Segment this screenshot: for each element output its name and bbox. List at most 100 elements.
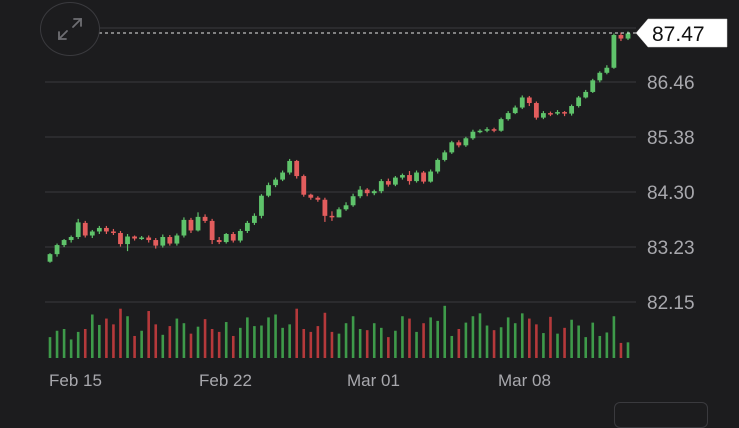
candle — [590, 78, 596, 93]
candle — [477, 129, 483, 134]
candle — [583, 89, 589, 99]
volume-bar — [351, 316, 355, 358]
timeframe-selector[interactable] — [614, 402, 708, 428]
volume-bar — [309, 331, 313, 358]
candle-body — [463, 138, 469, 146]
candle — [47, 253, 53, 263]
candle-body — [435, 159, 441, 172]
volume-bar — [210, 329, 214, 358]
candle — [82, 220, 88, 238]
candle — [442, 150, 448, 162]
candle — [484, 127, 490, 133]
candle — [287, 158, 293, 175]
volume-bar — [415, 331, 418, 358]
candle-body — [47, 254, 53, 262]
price-chart[interactable]: 86.46 85.38 84.30 83.23 82.15 Feb 15 Feb… — [0, 0, 739, 415]
candle-body — [611, 35, 617, 68]
candle-body — [442, 152, 448, 160]
candle-body — [301, 176, 307, 195]
candle-body — [125, 236, 130, 245]
candle-body — [111, 231, 116, 233]
candle-body — [273, 179, 278, 186]
candle-body — [378, 181, 384, 192]
candle — [526, 95, 532, 107]
volume-bar — [133, 335, 136, 358]
volume-bar — [577, 325, 580, 358]
candle-body — [548, 113, 553, 115]
candle-body — [223, 233, 229, 243]
candle — [68, 235, 74, 243]
volume-bar — [260, 325, 263, 358]
y-tick-label: 86.46 — [647, 73, 695, 94]
candle-body — [237, 230, 243, 241]
candle — [449, 140, 455, 154]
volume-bar — [231, 335, 235, 358]
volume-bar — [239, 327, 242, 358]
candle-body — [308, 194, 314, 198]
candle — [463, 136, 469, 147]
candle — [273, 177, 278, 188]
candle — [209, 218, 215, 245]
volume-bar — [112, 324, 115, 358]
candle — [188, 217, 194, 233]
candle — [153, 238, 159, 249]
candle-body — [259, 195, 264, 216]
candle — [146, 235, 152, 243]
volume-bar — [316, 326, 320, 358]
volume-bar — [189, 333, 193, 358]
candle — [294, 159, 300, 179]
expand-chart-button[interactable] — [40, 2, 100, 56]
candle — [54, 243, 60, 257]
last-price-value: 87.47 — [652, 23, 705, 46]
candle-body — [343, 205, 349, 210]
candle-body — [407, 175, 412, 182]
candle-body — [336, 209, 342, 218]
volume-bar — [281, 327, 284, 358]
candle — [89, 229, 95, 239]
volume-bar — [443, 305, 447, 358]
candle-body — [96, 227, 102, 232]
volume-bar — [196, 326, 200, 358]
volume-bar — [161, 334, 165, 358]
candle — [435, 158, 441, 174]
candle — [160, 234, 166, 248]
candle-body — [329, 215, 335, 218]
candle-body — [266, 185, 271, 196]
candle-body — [118, 232, 123, 245]
volume-bar — [471, 316, 475, 358]
candle-body — [160, 237, 166, 246]
volume-bar — [274, 314, 277, 358]
candle — [195, 212, 201, 232]
candle — [259, 194, 264, 219]
volume-bar — [302, 329, 306, 358]
candle — [498, 117, 504, 132]
candle — [456, 140, 462, 148]
candle-body — [505, 113, 511, 120]
volume-bar — [358, 329, 362, 358]
x-tick-label: Mar 01 — [347, 371, 400, 390]
volume-bars — [48, 305, 630, 358]
candle — [555, 110, 560, 116]
candle-body — [103, 227, 109, 232]
volume-bar — [584, 337, 588, 358]
candle — [519, 95, 525, 110]
candle — [174, 233, 180, 246]
y-tick-label: 83.23 — [647, 238, 695, 259]
candle-body — [421, 172, 426, 182]
volume-bar — [365, 330, 369, 358]
volume-bar — [535, 324, 538, 358]
volume-bar — [563, 327, 566, 358]
candle — [392, 176, 398, 187]
volume-bar — [542, 333, 545, 358]
candle-body — [618, 35, 624, 39]
candle-body — [590, 80, 596, 92]
candle — [132, 235, 137, 241]
volume-bar — [591, 322, 595, 358]
volume-bar — [450, 335, 454, 358]
candle — [597, 71, 603, 83]
candle — [223, 232, 229, 244]
candle — [421, 171, 426, 184]
candle — [280, 170, 286, 182]
candle-body — [132, 236, 137, 239]
x-tick-label: Feb 22 — [199, 371, 252, 390]
